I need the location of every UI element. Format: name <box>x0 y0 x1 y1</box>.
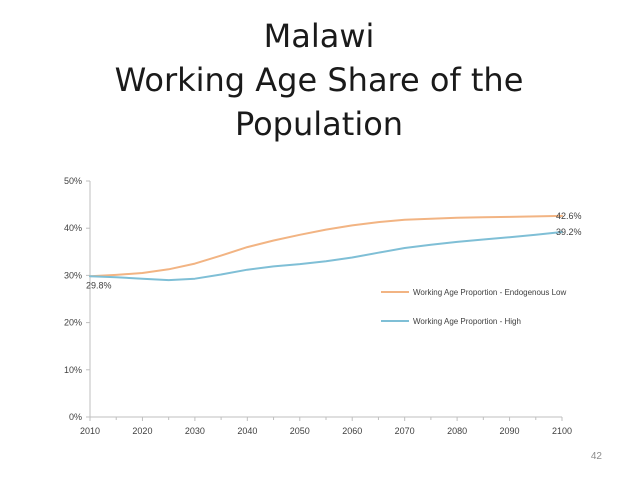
x-tick-label: 2100 <box>552 426 572 436</box>
data-label: 29.8% <box>86 280 112 290</box>
x-tick-label: 2080 <box>447 426 467 436</box>
data-label: 39.2% <box>556 227 582 237</box>
series-line-2 <box>89 231 563 282</box>
series-line-1 <box>89 214 563 278</box>
x-tick-label: 2030 <box>185 426 205 436</box>
data-labels: 29.8% 42.6% 39.2% <box>86 211 582 290</box>
legend: Working Age Proportion - Endogenous Low W… <box>381 288 567 326</box>
y-tick-label: 0% <box>69 412 82 422</box>
x-tick-label: 2050 <box>290 426 310 436</box>
x-tick-label: 2070 <box>395 426 415 436</box>
data-label: 42.6% <box>556 211 582 221</box>
title-line-2: Working Age Share of the <box>114 61 524 99</box>
slide-title: Malawi Working Age Share of the Populati… <box>0 14 638 146</box>
y-tick-label: 30% <box>64 270 82 280</box>
x-tick-label: 2040 <box>237 426 257 436</box>
x-tick-label: 2060 <box>342 426 362 436</box>
x-tick-label: 2020 <box>132 426 152 436</box>
title-line-1: Malawi <box>263 17 375 55</box>
page-number: 42 <box>590 451 602 462</box>
legend-label-1: Working Age Proportion - Endogenous Low <box>413 288 567 297</box>
y-tick-label: 10% <box>64 365 82 375</box>
x-axis: 2010 2020 2030 2040 2050 2060 2070 2080 2090 2100 <box>80 416 572 436</box>
y-tick-label: 20% <box>64 318 82 328</box>
y-axis: 0% 10% 20% 30% 40% 50% <box>64 176 91 422</box>
x-tick-label: 2010 <box>80 426 100 436</box>
y-tick-label: 50% <box>64 176 82 186</box>
title-line-3: Population <box>234 105 404 143</box>
x-tick-label: 2090 <box>500 426 520 436</box>
series-lines <box>89 214 563 282</box>
y-tick-label: 40% <box>64 223 82 233</box>
legend-label-2: Working Age Proportion - High <box>413 317 521 326</box>
